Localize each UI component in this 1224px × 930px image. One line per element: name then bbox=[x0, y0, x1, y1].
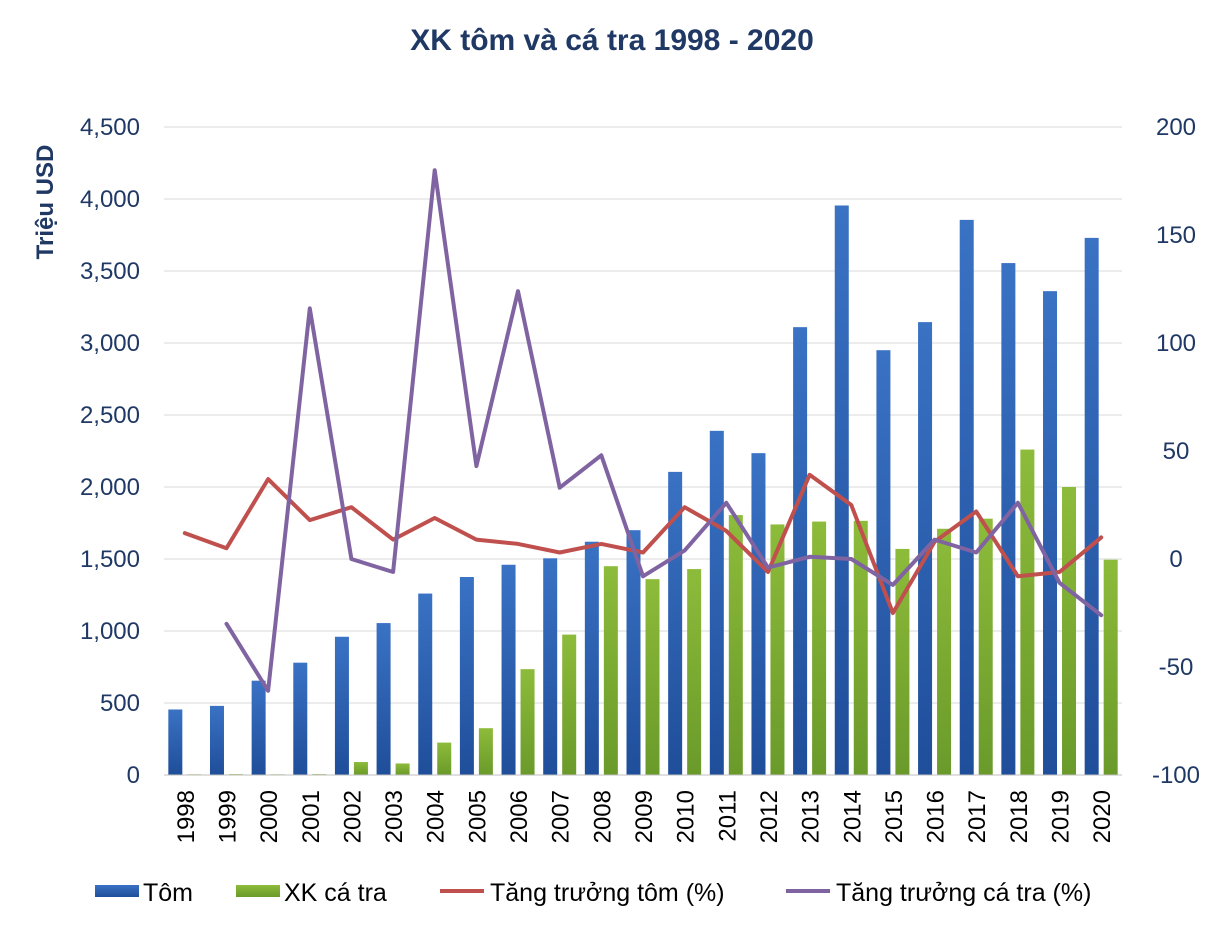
legend-label: Tôm bbox=[143, 879, 193, 907]
x-tick-label: 2001 bbox=[298, 790, 325, 843]
bar-ca-tra bbox=[437, 742, 452, 775]
bar-ca-tra bbox=[395, 763, 410, 775]
x-tick-label: 2009 bbox=[631, 790, 658, 843]
bar-ca-tra bbox=[770, 524, 785, 775]
bar-ca-tra bbox=[978, 518, 993, 775]
bar-tom bbox=[501, 564, 516, 775]
x-tick-label: 2018 bbox=[1006, 790, 1033, 843]
legend-label: Tăng trưởng cá tra (%) bbox=[836, 879, 1091, 907]
x-tick-label: 1999 bbox=[214, 790, 241, 843]
bar-ca-tra bbox=[353, 762, 368, 775]
bar-tom bbox=[418, 593, 433, 775]
bar-tom bbox=[293, 662, 308, 775]
y-tick-label: 500 bbox=[100, 690, 140, 717]
y-tick-label: 2,500 bbox=[80, 402, 140, 429]
bar-tom bbox=[668, 471, 683, 775]
bar-tom bbox=[376, 623, 391, 775]
legend-label: XK cá tra bbox=[284, 879, 387, 907]
bar-tom bbox=[793, 327, 808, 775]
x-tick-label: 2020 bbox=[1089, 790, 1116, 843]
bar-tom bbox=[584, 541, 599, 775]
y-tick-label: 3,500 bbox=[80, 258, 140, 285]
x-tick-label: 2008 bbox=[589, 790, 616, 843]
y2-tick-label: 0 bbox=[1169, 546, 1182, 573]
bar-ca-tra bbox=[1103, 559, 1118, 775]
y-tick-label: 3,000 bbox=[80, 330, 140, 357]
x-tick-label: 2004 bbox=[423, 790, 450, 843]
y-tick-label: 1,500 bbox=[80, 546, 140, 573]
y-tick-label: 2,000 bbox=[80, 474, 140, 501]
x-tick-label: 2013 bbox=[798, 790, 825, 843]
bar-ca-tra bbox=[1062, 487, 1077, 775]
line-series bbox=[182, 168, 1104, 693]
bar-tom bbox=[459, 577, 474, 775]
gridlines bbox=[164, 126, 1122, 776]
x-tick-label: 2006 bbox=[506, 790, 533, 843]
bar-ca-tra bbox=[645, 579, 660, 775]
bar-ca-tra bbox=[520, 669, 535, 775]
bar-ca-tra bbox=[562, 634, 577, 775]
bar-tom bbox=[1001, 263, 1016, 775]
bar-tom bbox=[751, 453, 766, 775]
bar-ca-tra bbox=[1020, 449, 1035, 775]
x-tick-label: 2017 bbox=[964, 790, 991, 843]
line-tang-truong-ca-tra bbox=[224, 168, 1104, 693]
bar-tom bbox=[543, 558, 558, 775]
legend-swatch bbox=[236, 885, 280, 897]
bar-tom bbox=[334, 636, 349, 775]
bar-ca-tra bbox=[478, 728, 493, 775]
bar-tom bbox=[834, 205, 849, 776]
x-tick-label: 2014 bbox=[839, 790, 866, 843]
y2-tick-label: 100 bbox=[1156, 330, 1196, 357]
y2-tick-label: 50 bbox=[1163, 438, 1190, 465]
axes: 05001,0001,5002,0002,5003,0003,5004,0004… bbox=[80, 114, 1200, 843]
bar-tom bbox=[1043, 291, 1058, 775]
y-tick-label: 4,500 bbox=[80, 114, 140, 141]
x-tick-label: 2019 bbox=[1048, 790, 1075, 843]
bar-tom bbox=[626, 530, 641, 775]
bar-tom bbox=[209, 705, 224, 775]
bar-tom bbox=[168, 709, 183, 775]
x-tick-label: 1998 bbox=[173, 790, 200, 843]
x-tick-label: 2015 bbox=[881, 790, 908, 843]
bar-series bbox=[168, 205, 1118, 776]
bar-tom bbox=[709, 430, 724, 775]
bar-ca-tra bbox=[728, 515, 743, 775]
legend-swatch bbox=[95, 885, 139, 897]
x-tick-label: 2003 bbox=[381, 790, 408, 843]
x-tick-label: 2012 bbox=[756, 790, 783, 843]
y-tick-label: 0 bbox=[127, 762, 140, 789]
y2-tick-label: 150 bbox=[1156, 222, 1196, 249]
line-tang-truong-tom bbox=[182, 472, 1104, 615]
x-tick-label: 2002 bbox=[339, 790, 366, 843]
bar-tom bbox=[251, 680, 266, 775]
x-tick-label: 2005 bbox=[464, 790, 491, 843]
y-axis-title: Triệu USD bbox=[32, 145, 59, 260]
y-tick-label: 1,000 bbox=[80, 618, 140, 645]
bar-tom bbox=[959, 219, 974, 775]
y2-tick-label: 200 bbox=[1156, 114, 1196, 141]
x-tick-label: 2011 bbox=[714, 790, 741, 842]
chart-title: XK tôm và cá tra 1998 - 2020 bbox=[410, 24, 814, 57]
x-tick-label: 2000 bbox=[256, 790, 283, 843]
bar-ca-tra bbox=[853, 520, 868, 775]
bar-ca-tra bbox=[812, 521, 827, 775]
bar-tom bbox=[876, 350, 891, 775]
x-tick-label: 2016 bbox=[923, 790, 950, 843]
legend: Tôm XK cá tra Tăng trưởng tôm (%) Tăng trưở… bbox=[95, 879, 1091, 907]
y2-tick-label: -100 bbox=[1152, 762, 1200, 789]
bar-tom bbox=[1084, 237, 1099, 775]
bar-ca-tra bbox=[687, 569, 702, 775]
legend-label: Tăng trưởng tôm (%) bbox=[490, 879, 725, 907]
bar-ca-tra bbox=[603, 566, 618, 775]
bar-ca-tra bbox=[937, 528, 952, 775]
y-tick-label: 4,000 bbox=[80, 186, 140, 213]
x-tick-label: 2007 bbox=[548, 790, 575, 843]
y2-tick-label: -50 bbox=[1159, 654, 1194, 681]
x-tick-label: 2010 bbox=[673, 790, 700, 843]
